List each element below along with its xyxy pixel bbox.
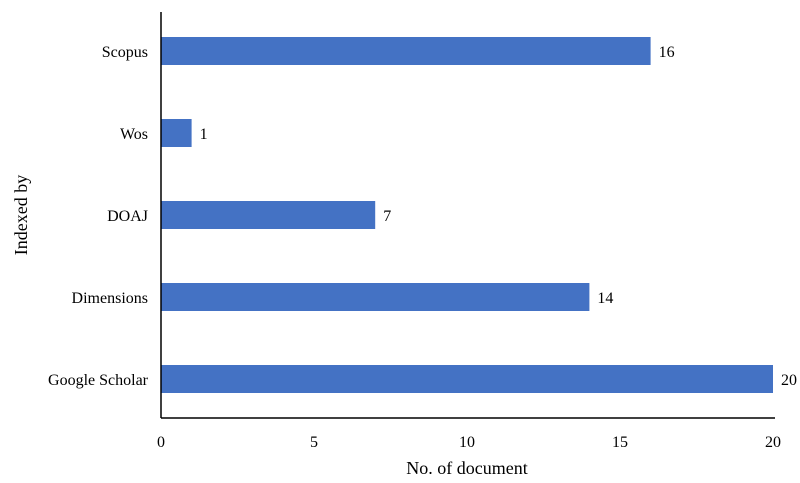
data-label-dimensions: 14 bbox=[597, 290, 613, 307]
data-label-wos: 1 bbox=[200, 126, 208, 143]
x-tick-label-5: 5 bbox=[310, 434, 318, 451]
category-label-doaj: DOAJ bbox=[107, 208, 148, 225]
category-labels-group: Scopus Wos DOAJ Dimensions Google Scholar bbox=[48, 44, 149, 389]
bar-wos bbox=[161, 119, 192, 147]
bar-dimensions bbox=[161, 283, 590, 311]
category-label-scopus: Scopus bbox=[102, 44, 148, 61]
bar-scopus bbox=[161, 37, 651, 65]
data-labels-group: 16 1 7 14 20 bbox=[200, 44, 797, 389]
bar-doaj bbox=[161, 201, 376, 229]
data-label-doaj: 7 bbox=[383, 208, 391, 225]
bar-google-scholar bbox=[161, 365, 773, 393]
x-tick-label-10: 10 bbox=[459, 434, 475, 451]
bars-group bbox=[161, 37, 773, 393]
x-ticks-group: 0 5 10 15 20 bbox=[157, 434, 781, 451]
category-label-dimensions: Dimensions bbox=[72, 290, 148, 307]
x-axis-title: No. of document bbox=[406, 458, 527, 478]
category-label-google-scholar: Google Scholar bbox=[48, 372, 149, 389]
x-tick-label-20: 20 bbox=[765, 434, 781, 451]
y-axis-title: Indexed by bbox=[11, 175, 31, 255]
category-label-wos: Wos bbox=[120, 126, 148, 143]
x-tick-label-15: 15 bbox=[612, 434, 628, 451]
x-tick-label-0: 0 bbox=[157, 434, 165, 451]
data-label-google-scholar: 20 bbox=[781, 372, 797, 389]
data-label-scopus: 16 bbox=[659, 44, 675, 61]
